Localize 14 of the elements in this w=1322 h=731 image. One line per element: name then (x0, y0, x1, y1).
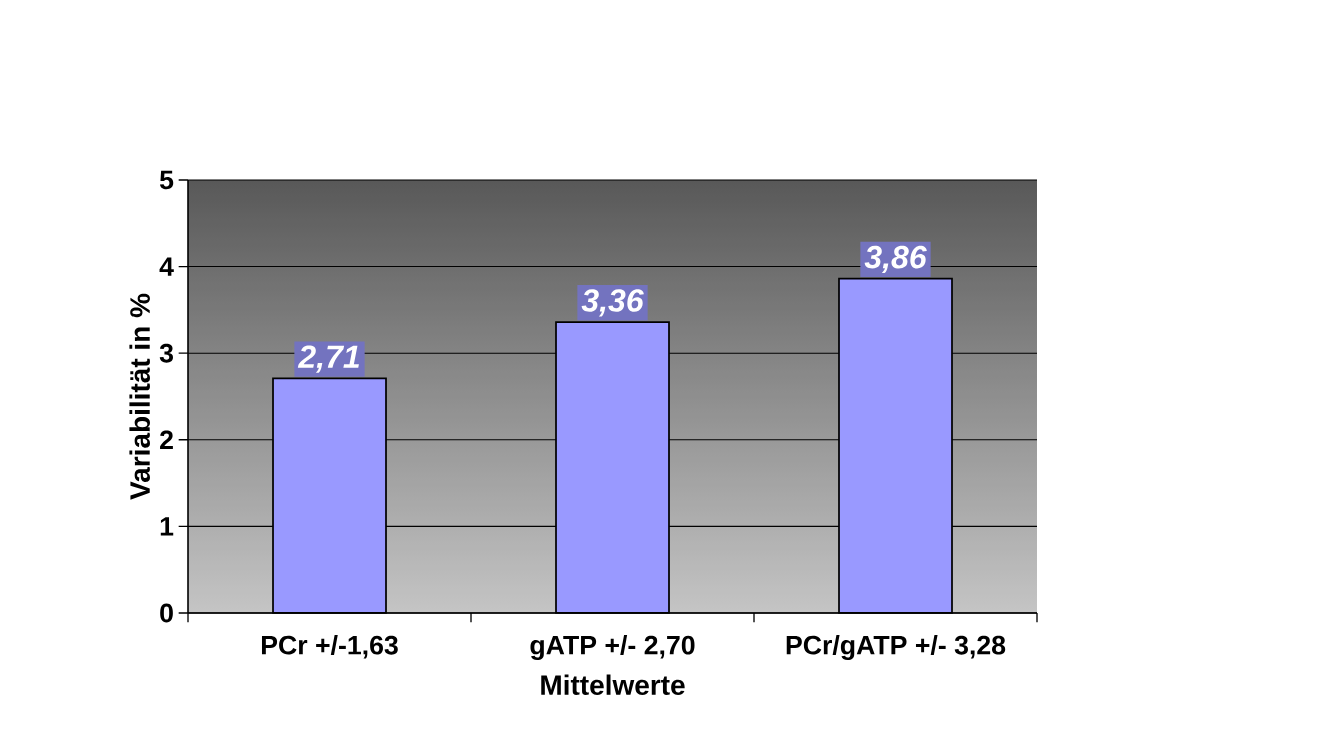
data-label: 3,86 (864, 245, 927, 274)
x-axis-title: Mittelwerte (541, 674, 685, 696)
x-tick-label: gATP +/- 2,70 (530, 635, 695, 660)
data-label: 2,71 (297, 345, 359, 373)
data-label: 3,36 (581, 289, 644, 317)
x-tick-label: PCr +/-1,63 (261, 635, 398, 659)
y-tick-label: 3 (159, 343, 173, 363)
y-tick-label: 2 (160, 430, 173, 450)
y-tick-label: 0 (160, 603, 173, 623)
x-tick-label: PCr/gATP +/- 3,28 (786, 635, 1006, 660)
y-tick-label: 5 (159, 170, 174, 190)
y-tick-label: 1 (160, 517, 174, 536)
y-axis-title: Variabilität in % (129, 293, 150, 500)
y-tick-label: 4 (159, 257, 174, 276)
